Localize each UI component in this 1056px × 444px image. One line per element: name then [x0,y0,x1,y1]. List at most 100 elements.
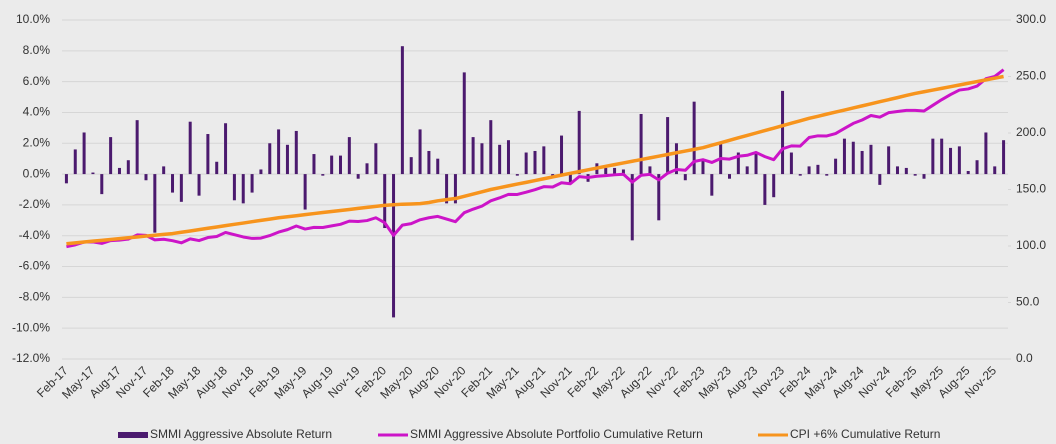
bar [975,160,979,175]
bar [73,149,77,175]
bar [400,46,404,175]
y-tick-label: 8.0% [23,43,51,57]
bar [383,174,387,229]
bar [621,169,625,175]
bar [506,140,510,175]
bar [409,157,413,175]
y-tick-label: -12.0% [12,351,50,365]
bar [816,164,820,175]
bar [984,132,988,175]
bar [498,144,502,175]
bar [878,174,882,185]
legend-swatch [118,432,148,438]
y-tick-label: -2.0% [19,197,51,211]
bar [825,174,829,176]
y-tick-label: 0.0% [23,166,51,180]
bar [330,155,334,175]
bar [259,169,263,175]
bar [268,143,272,175]
bar [418,129,422,175]
legend-label: CPI +6% Cumulative Return [790,427,940,441]
bar [639,113,643,175]
bar [82,132,86,175]
bar [144,174,148,181]
bar [1002,140,1006,175]
bar [869,144,873,175]
bar [604,167,608,175]
bar [126,160,130,175]
bar [347,137,351,175]
bar [993,166,997,175]
bar [392,174,396,318]
bar [710,174,714,196]
y-tick-label: 2.0% [23,135,51,149]
bar [683,174,687,181]
bar [277,129,281,175]
bar [860,150,864,175]
bar [895,166,899,175]
bar [197,174,201,196]
bar [798,174,802,176]
bar [957,146,961,175]
bar [91,172,95,175]
y-tick-label: -10.0% [12,320,50,334]
bar [851,141,855,175]
bar [701,160,705,175]
bar [533,150,537,175]
y-tick-label: -8.0% [19,290,51,304]
bar [922,174,926,179]
bar [807,166,811,175]
bar [966,171,970,175]
bar [692,101,696,175]
bar [648,166,652,175]
bar [949,147,953,175]
bar [188,121,192,175]
bar [745,166,749,175]
bar [736,152,740,175]
bar [135,120,139,175]
y2-tick-label: 50.0 [1016,295,1040,309]
bar [887,146,891,175]
bar [772,174,776,198]
bar [365,163,369,175]
y2-tick-label: 200.0 [1016,125,1046,139]
bar [754,152,758,175]
line [66,68,1005,249]
bar [781,90,785,175]
bar [471,137,475,175]
bar [577,110,581,175]
bar [285,144,289,175]
bar [206,134,210,175]
y-tick-label: 10.0% [16,12,50,26]
bar [250,174,254,193]
y-tick-label: 4.0% [23,105,51,119]
bar [560,135,564,175]
bar [64,174,68,184]
bar [117,167,121,175]
bar [374,143,378,175]
bar [453,174,457,204]
bar [462,72,466,175]
bar [303,174,307,210]
y2-tick-label: 250.0 [1016,69,1046,83]
y2-tick-label: 150.0 [1016,182,1046,196]
y2-tick-label: 300.0 [1016,12,1046,26]
y-tick-label: -4.0% [19,228,51,242]
bar [524,152,528,175]
bar [666,117,670,175]
bar [232,174,236,201]
bar [940,138,944,175]
bar [436,158,440,175]
line [66,74,1004,246]
bar [109,137,113,175]
bar [674,143,678,175]
bar [321,174,325,176]
bar [789,152,793,175]
bar [763,174,767,205]
bar [489,120,493,175]
bar [241,174,245,204]
y-tick-label: -6.0% [19,259,51,273]
bar [356,174,360,179]
y2-tick-label: 0.0 [1016,351,1033,365]
bar [338,155,342,175]
